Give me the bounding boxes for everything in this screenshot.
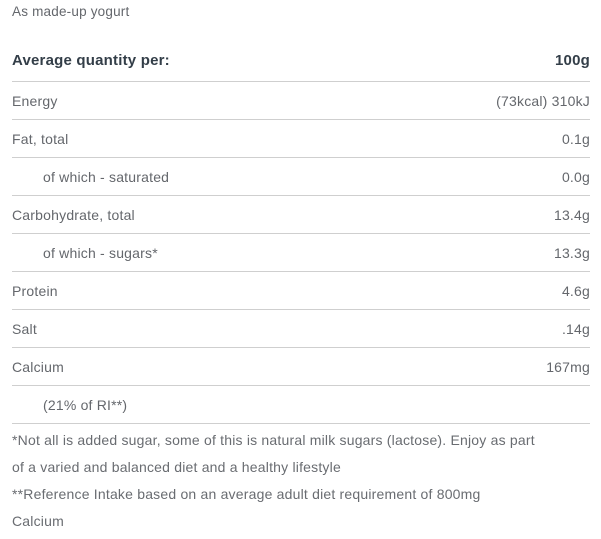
table-row: Calcium 167mg	[12, 348, 590, 386]
row-value: 0.1g	[561, 130, 590, 147]
row-value: .14g	[561, 320, 590, 337]
row-value: 4.6g	[561, 282, 590, 299]
row-label: of which - sugars*	[43, 244, 158, 261]
table-row: of which - sugars* 13.3g	[12, 234, 590, 272]
footnote: **Reference Intake based on an average a…	[12, 481, 590, 535]
row-label: of which - saturated	[43, 168, 170, 185]
table-header-label: Average quantity per:	[12, 52, 170, 69]
row-label: Fat, total	[12, 130, 69, 147]
table-body: Energy (73kcal) 310kJ Fat, total 0.1g of whi…	[12, 82, 590, 424]
row-label: Carbohydrate, total	[12, 206, 135, 223]
table-row: Carbohydrate, total 13.4g	[12, 196, 590, 234]
row-label: Calcium	[12, 358, 64, 375]
table-row: of which - saturated 0.0g	[12, 158, 590, 196]
row-value: 13.3g	[553, 244, 590, 261]
table-header-unit: 100g	[555, 52, 590, 69]
row-label: (21% of RI**)	[43, 396, 128, 413]
row-value: (73kcal) 310kJ	[496, 92, 590, 109]
table-row: Energy (73kcal) 310kJ	[12, 82, 590, 120]
table-row: Protein 4.6g	[12, 272, 590, 310]
table-header-row: Average quantity per: 100g	[12, 52, 590, 82]
row-label: Protein	[12, 282, 58, 299]
row-label: Salt	[12, 320, 37, 337]
row-label: Energy	[12, 92, 58, 109]
row-value: 167mg	[546, 358, 590, 375]
table-row: Salt .14g	[12, 310, 590, 348]
footnote-line: **Reference Intake based on an average a…	[12, 486, 481, 502]
nutrition-table: Average quantity per: 100g Energy (73kcal…	[12, 52, 590, 424]
footnote-line: *Not all is added sugar, some of this is…	[12, 432, 535, 448]
table-row: Fat, total 0.1g	[12, 120, 590, 158]
serving-context-label: As made-up yogurt	[12, 4, 130, 19]
row-value: 13.4g	[553, 206, 590, 223]
footnote-line: Calcium	[12, 513, 64, 529]
footnote: *Not all is added sugar, some of this is…	[12, 427, 590, 481]
table-row: (21% of RI**)	[12, 386, 590, 424]
footnotes: *Not all is added sugar, some of this is…	[12, 424, 590, 535]
footnote-line: of a varied and balanced diet and a heal…	[12, 459, 341, 475]
row-value: 0.0g	[561, 168, 590, 185]
